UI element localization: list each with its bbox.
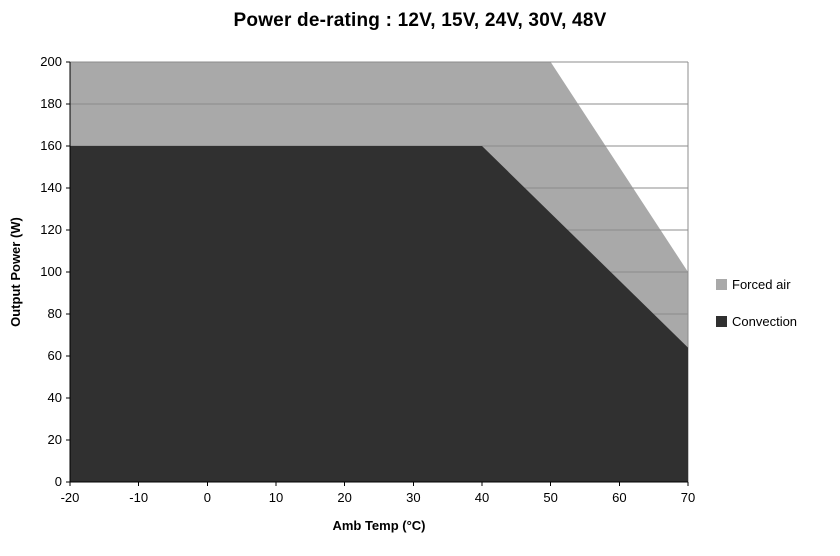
x-tick-label: 20 (337, 490, 351, 505)
x-tick-label: -20 (61, 490, 80, 505)
legend: Forced air Convection (716, 277, 797, 351)
x-tick-label: 10 (269, 490, 283, 505)
x-tick-label: 30 (406, 490, 420, 505)
y-tick-label: 200 (40, 54, 62, 69)
x-tick-label: 0 (204, 490, 211, 505)
x-axis-title: Amb Temp (°C) (332, 518, 425, 533)
x-tick-label: -10 (129, 490, 148, 505)
convection-swatch (716, 316, 727, 327)
y-axis-title: Output Power (W) (8, 217, 23, 327)
y-tick-label: 40 (48, 390, 62, 405)
x-tick-label: 50 (543, 490, 557, 505)
y-tick-label: 60 (48, 348, 62, 363)
y-tick-label: 140 (40, 180, 62, 195)
y-tick-label: 0 (55, 474, 62, 489)
forced-air-swatch (716, 279, 727, 290)
chart-title: Power de-rating : 12V, 15V, 24V, 30V, 48… (233, 10, 607, 31)
x-tick-label: 60 (612, 490, 626, 505)
y-tick-label: 100 (40, 264, 62, 279)
y-tick-label: 160 (40, 138, 62, 153)
y-tick-label: 80 (48, 306, 62, 321)
convection-area (70, 146, 688, 482)
legend-item-convection: Convection (716, 314, 797, 329)
forced-air-label: Forced air (732, 277, 791, 292)
y-tick-label: 120 (40, 222, 62, 237)
y-tick-label: 180 (40, 96, 62, 111)
legend-item-forced-air: Forced air (716, 277, 797, 292)
y-tick-label: 20 (48, 432, 62, 447)
x-tick-label: 40 (475, 490, 489, 505)
convection-label: Convection (732, 314, 798, 329)
x-tick-label: 70 (681, 490, 695, 505)
